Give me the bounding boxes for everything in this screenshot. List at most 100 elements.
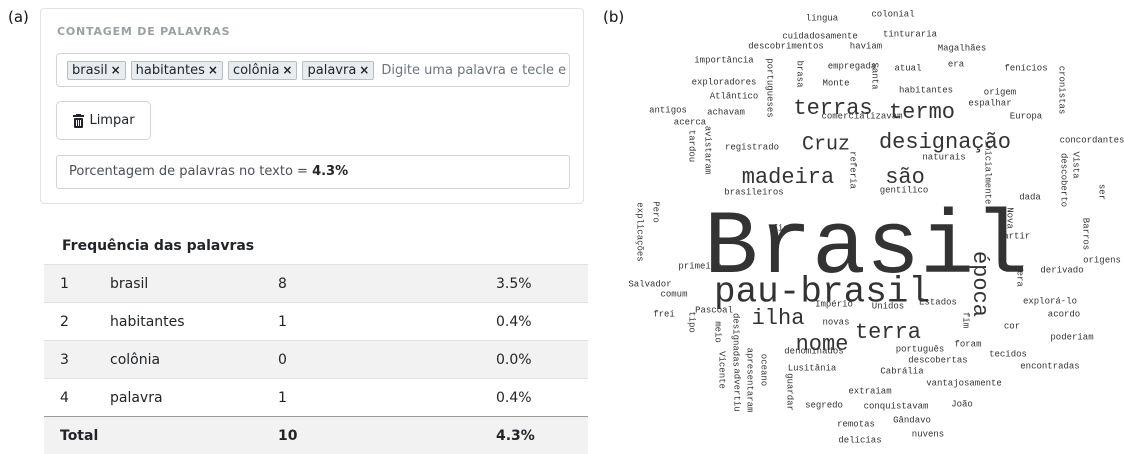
cloud-word: importância — [694, 55, 754, 65]
cloud-word: Monte — [822, 78, 849, 88]
panel-label: (b) — [603, 8, 625, 26]
panel-label: (a) — [8, 8, 29, 26]
cloud-word: língua — [806, 13, 839, 23]
tag: palavra × — [302, 60, 375, 80]
input-placeholder: Digite uma palavra e tecle e — [381, 62, 567, 78]
cloud-word: tinturaria — [883, 29, 938, 39]
table-total-row: Total 10 4.3% — [44, 416, 588, 454]
cloud-word: Gândavo — [893, 415, 931, 425]
cloud-word: João — [951, 399, 973, 409]
cloud-word: origens — [1083, 255, 1121, 265]
cloud-word: brasa — [795, 60, 805, 88]
cloud-word: haviam — [850, 41, 882, 51]
table-cell: 1 — [278, 314, 287, 330]
table-cell: 4 — [60, 390, 69, 406]
tag-text: brasil — [72, 62, 108, 78]
cloud-word: terras — [793, 96, 872, 121]
cloud-word: Cabrália — [880, 366, 924, 376]
cloud-word: Pascoal — [695, 305, 733, 315]
cloud-word: exploradores — [692, 77, 757, 87]
cloud-word: explicações — [635, 202, 645, 261]
table-cell: 0.4% — [496, 314, 532, 330]
cloud-word: empregada — [828, 61, 877, 71]
table-cell: 4.3% — [496, 428, 535, 444]
cloud-word: derivado — [1040, 265, 1083, 275]
cloud-word: origem — [984, 87, 1016, 97]
cloud-word: apresentaram — [745, 348, 755, 413]
table-cell: 8 — [278, 276, 287, 292]
cloud-word: era — [948, 59, 965, 69]
cloud-word: são — [885, 165, 925, 190]
table-cell: 3 — [60, 352, 69, 368]
table-row: 1 brasil 8 3.5% — [44, 264, 588, 302]
cloud-word: Barros — [1081, 218, 1091, 250]
cloud-word: vantajosamente — [926, 378, 1002, 388]
cloud-word: gentílico — [880, 185, 929, 195]
cloud-word: registrado — [725, 142, 779, 152]
table-cell: 1 — [60, 276, 69, 292]
cloud-word: advertiu — [732, 368, 742, 411]
table-cell: brasil — [110, 276, 149, 292]
cloud-word: época — [967, 251, 992, 317]
cloud-word: tardou — [687, 130, 697, 162]
tag-input[interactable]: brasil × habitantes × colônia × palavra × Digite… — [56, 53, 570, 87]
cloud-word: concordantes — [1060, 135, 1124, 145]
cloud-word: avistaram — [703, 126, 713, 175]
trash-icon — [73, 113, 85, 128]
cloud-word: Santa — [870, 62, 880, 90]
cloud-word: foram — [954, 339, 981, 349]
cloud-word: terra — [855, 320, 921, 345]
cloud-word: novas — [822, 317, 849, 327]
percentage-box: Porcentagem de palavras no texto = 4.3% — [56, 155, 570, 189]
cloud-word: Magalhães — [938, 43, 987, 53]
cloud-word: cor — [1004, 321, 1020, 331]
cloud-word: termo — [889, 100, 955, 125]
cloud-word: acordo — [1048, 309, 1080, 319]
tag: colônia × — [227, 60, 298, 80]
cloud-word: comercializavam — [821, 111, 902, 121]
cloud-word: guardar — [785, 373, 795, 411]
table-cell: 0 — [278, 352, 287, 368]
table-cell: 0.4% — [496, 390, 532, 406]
cloud-word: poderiam — [1050, 332, 1093, 342]
tag-remove[interactable]: × — [110, 62, 121, 77]
table-cell: 10 — [278, 428, 298, 444]
cloud-word: explorá-lo — [1023, 296, 1077, 306]
table-cell: 3.5% — [496, 276, 532, 292]
cloud-word: ficar — [772, 223, 799, 233]
tag: brasil × — [67, 60, 126, 80]
cloud-word: tecidos — [989, 349, 1027, 359]
cloud-word: achavam — [707, 107, 745, 117]
percentage-value: 4.3% — [312, 164, 349, 179]
cloud-word: Brasil — [704, 198, 1028, 300]
word-cloud: língua colonial cuidadosamente tinturaria de… — [628, 9, 1124, 445]
table-title: Frequência das palavras — [62, 238, 255, 254]
cloud-word: ilha — [752, 306, 805, 331]
tag-remove[interactable]: × — [359, 62, 370, 77]
clear-button[interactable]: Limpar — [56, 101, 151, 140]
tag-text: habitantes — [135, 62, 205, 78]
cloud-word: Estados — [919, 297, 957, 307]
cloud-word: Vista — [1071, 151, 1081, 179]
cloud-word: meio — [713, 321, 723, 343]
tag-remove[interactable]: × — [207, 62, 218, 77]
table-row: 2 habitantes 1 0.4% — [44, 302, 588, 340]
cloud-word: partir — [998, 231, 1030, 241]
cloud-word: portugueses — [765, 58, 775, 117]
tag: habitantes × — [130, 60, 223, 80]
cloud-word: Vera — [1015, 265, 1025, 287]
cloud-word: denominados — [784, 346, 843, 356]
cloud-word: fim — [961, 312, 971, 328]
cloud-word: cronistas — [1057, 66, 1067, 115]
cloud-word: designadas — [731, 313, 741, 367]
table-cell: 0.0% — [496, 352, 532, 368]
table-cell: Total — [60, 428, 99, 444]
cloud-word: Lusitânia — [788, 363, 837, 373]
tag-remove[interactable]: × — [282, 62, 293, 77]
cloud-word: Nova — [1005, 207, 1015, 229]
cloud-word: naturais — [922, 152, 965, 162]
tag-text: colônia — [232, 62, 280, 78]
cloud-word: atual — [894, 63, 921, 73]
cloud-word: primeira — [678, 261, 722, 271]
